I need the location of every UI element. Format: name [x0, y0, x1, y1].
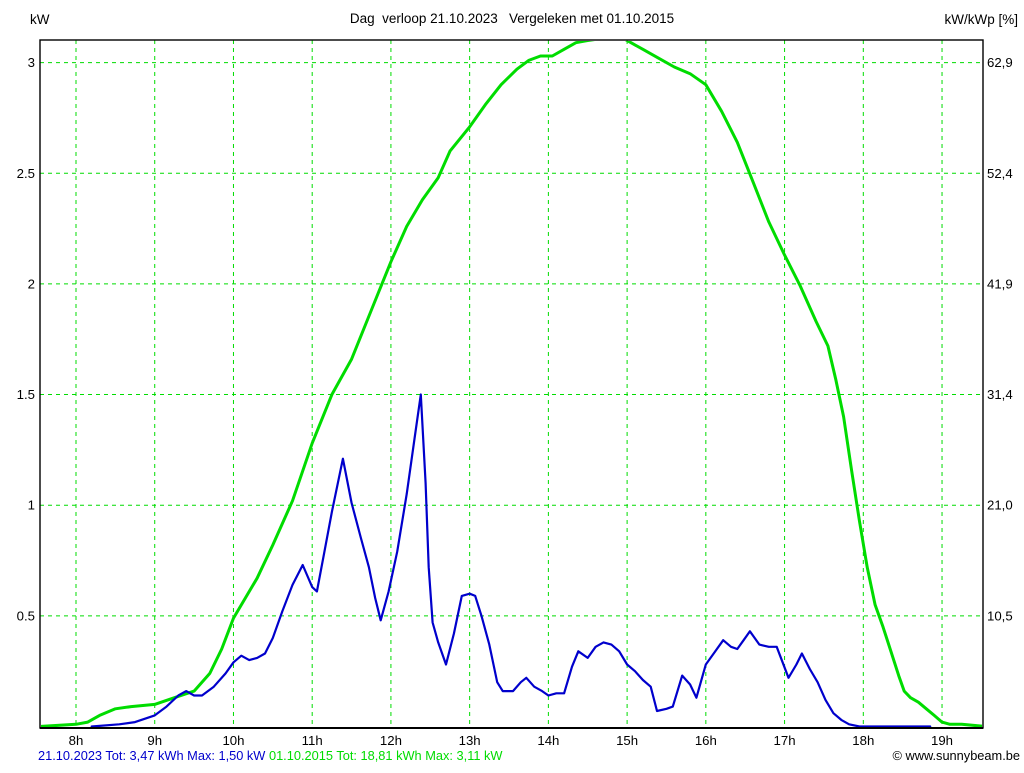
x-tick-label: 12h — [380, 733, 402, 748]
left-axis-unit-label: kW — [30, 12, 50, 27]
x-tick-label: 14h — [537, 733, 559, 748]
x-tick-label: 17h — [774, 733, 796, 748]
chart-legend-summary: 21.10.2023 Tot: 3,47 kWh Max: 1,50 kW 01… — [38, 748, 503, 763]
copyright-text: © www.sunnybeam.be — [892, 748, 1020, 763]
y-tick-label-right: 52,4 — [987, 166, 1013, 181]
y-tick-label-right: 21,0 — [987, 498, 1013, 513]
y-tick-label-right: 31,4 — [987, 387, 1013, 402]
y-tick-label-left: 2.5 — [17, 166, 35, 181]
series-line-21.10.2023 — [90, 393, 932, 727]
x-tick-label: 15h — [616, 733, 638, 748]
y-tick-label-left: 0.5 — [17, 608, 35, 623]
y-tick-label-right: 10,5 — [987, 608, 1013, 623]
x-tick-label: 18h — [852, 733, 874, 748]
y-tick-label-right: 62,9 — [987, 55, 1013, 70]
x-tick-label: 19h — [931, 733, 953, 748]
right-axis-unit-label: kW/kWp [%] — [944, 12, 1019, 27]
y-tick-label-right: 41,9 — [987, 276, 1013, 291]
x-tick-label: 8h — [69, 733, 84, 748]
plot-border — [39, 39, 984, 729]
x-tick-label: 11h — [302, 733, 323, 748]
x-tick-label: 9h — [147, 733, 162, 748]
series-line-01.10.2015 — [41, 41, 982, 727]
chart-title: Dag verloop 21.10.2023 Vergeleken met 01… — [349, 11, 675, 26]
series-summary-2015: 01.10.2015 Tot: 18,81 kWh Max: 3,11 kW — [268, 748, 503, 763]
series-summary-2023: 21.10.2023 Tot: 3,47 kWh Max: 1,50 kW — [38, 748, 269, 763]
y-tick-label-left: 1.5 — [17, 387, 35, 402]
x-tick-label: 13h — [459, 733, 481, 748]
y-tick-label-left: 2 — [28, 276, 35, 291]
y-tick-label-left: 1 — [28, 498, 35, 513]
x-tick-label: 16h — [695, 733, 717, 748]
y-tick-label-left: 3 — [28, 55, 35, 70]
x-tick-label: 10h — [222, 733, 244, 748]
